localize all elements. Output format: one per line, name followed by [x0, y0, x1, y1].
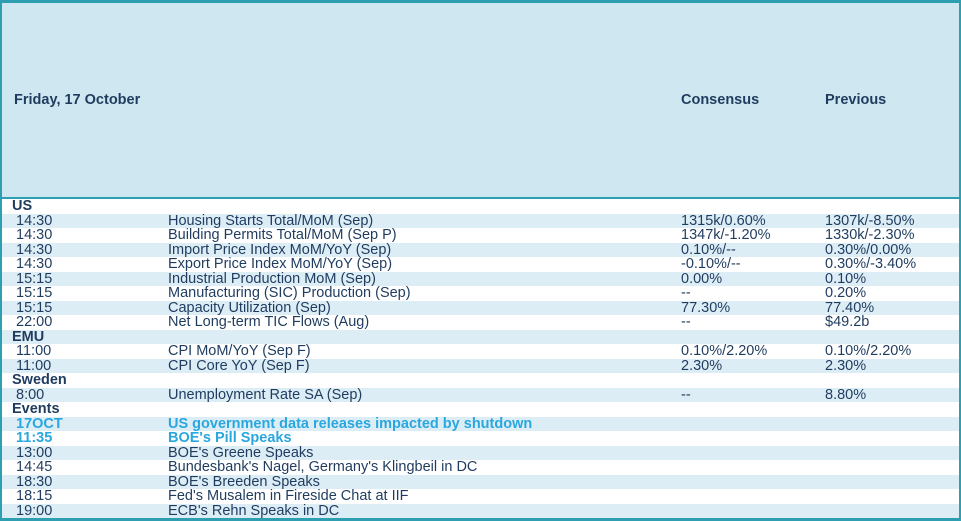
- time-cell: 18:30: [16, 473, 53, 490]
- time-cell: 11:35: [16, 430, 53, 446]
- calendar-date-heading: Friday, 17 October: [14, 91, 141, 108]
- previous-cell: 0.10%: [825, 270, 867, 287]
- event-cell: Building Permits Total/MoM (Sep P): [168, 228, 397, 243]
- event-cell: Import Price Index MoM/YoY (Sep): [168, 242, 392, 257]
- event-cell: Manufacturing (SIC) Production (Sep): [168, 286, 411, 301]
- event-cell: Unemployment Rate SA (Sep): [168, 387, 363, 402]
- section-row-emu: EMU: [2, 328, 959, 345]
- table-row: 11:35 BOE's Pill Speaks: [2, 431, 959, 446]
- table-row: 18:15 Fed's Musalem in Fireside Chat at …: [2, 489, 959, 504]
- consensus-cell: -0.10%/--: [681, 256, 741, 272]
- time-cell: 14:30: [16, 256, 53, 272]
- time-cell: 14:45: [16, 459, 53, 475]
- event-cell: Export Price Index MoM/YoY (Sep): [168, 257, 393, 272]
- event-cell: CPI Core YoY (Sep F): [168, 358, 310, 373]
- table-row: 14:30 Export Price Index MoM/YoY (Sep) -…: [2, 257, 959, 272]
- table-row: 14:30 Housing Starts Total/MoM (Sep) 131…: [2, 212, 959, 229]
- time-cell: 15:15: [16, 299, 53, 316]
- previous-cell: 2.30%: [825, 357, 867, 374]
- event-cell: Capacity Utilization (Sep): [168, 300, 331, 315]
- time-cell: 13:00: [16, 444, 53, 461]
- event-cell: Industrial Production MoM (Sep): [168, 271, 376, 286]
- time-cell: 11:00: [16, 343, 52, 359]
- time-cell: 8:00: [16, 386, 45, 403]
- consensus-cell: 2.30%: [681, 357, 723, 374]
- table-row: 18:30 BOE's Breeden Speaks: [2, 473, 959, 490]
- time-cell: 14:30: [16, 241, 53, 258]
- time-cell: 17OCT: [16, 415, 63, 432]
- table-row: 19:00 ECB's Rehn Speaks in DC: [2, 502, 959, 519]
- previous-cell: 0.30%/-3.40%: [825, 256, 917, 272]
- table-row: 14:45 Bundesbank's Nagel, Germany's Klin…: [2, 460, 959, 475]
- time-cell: 18:15: [16, 488, 53, 504]
- section-row-events: Events: [2, 402, 959, 417]
- previous-cell: 0.10%/2.20%: [825, 343, 912, 359]
- event-cell: Bundesbank's Nagel, Germany's Klingbeil …: [168, 460, 478, 475]
- consensus-cell: 1315k/0.60%: [681, 212, 766, 229]
- consensus-cell: 0.10%/2.20%: [681, 343, 768, 359]
- consensus-cell: 1347k/-1.20%: [681, 227, 771, 243]
- table-row: 17OCT US government data releases impact…: [2, 415, 959, 432]
- time-cell: 15:15: [16, 285, 53, 301]
- time-cell: Sweden: [12, 372, 67, 388]
- consensus-cell: --: [681, 314, 691, 330]
- event-cell: BOE's Breeden Speaks: [168, 474, 320, 489]
- time-cell: US: [12, 198, 33, 214]
- consensus-cell: 0.00%: [681, 270, 723, 287]
- previous-column-header: Previous: [825, 91, 887, 108]
- table-row: 15:15 Manufacturing (SIC) Production (Se…: [2, 286, 959, 301]
- table-row: 13:00 BOE's Greene Speaks: [2, 444, 959, 461]
- table-row: 15:15 Capacity Utilization (Sep) 77.30% …: [2, 299, 959, 316]
- event-cell: Housing Starts Total/MoM (Sep): [168, 213, 374, 228]
- previous-cell: 0.30%/0.00%: [825, 241, 912, 258]
- table-body: US 14:30 Housing Starts Total/MoM (Sep) …: [2, 199, 959, 518]
- table-header-row: Friday, 17 October Consensus Previous: [2, 3, 959, 199]
- event-cell: Fed's Musalem in Fireside Chat at IIF: [168, 489, 409, 504]
- consensus-cell: 0.10%/--: [681, 241, 736, 258]
- consensus-cell: --: [681, 285, 691, 301]
- event-cell: Net Long-term TIC Flows (Aug): [168, 315, 370, 330]
- time-cell: 22:00: [16, 314, 53, 330]
- consensus-column-header: Consensus: [681, 91, 760, 108]
- time-cell: 15:15: [16, 270, 53, 287]
- section-row-us: US: [2, 199, 959, 214]
- event-cell: BOE's Greene Speaks: [168, 445, 314, 460]
- table-row: 11:00 CPI Core YoY (Sep F) 2.30% 2.30%: [2, 357, 959, 374]
- previous-cell: 8.80%: [825, 386, 867, 403]
- previous-cell: 1330k/-2.30%: [825, 227, 915, 243]
- time-cell: 19:00: [16, 502, 53, 519]
- table-row: 8:00 Unemployment Rate SA (Sep) -- 8.80%: [2, 386, 959, 403]
- previous-cell: 0.20%: [825, 285, 867, 301]
- time-cell: 14:30: [16, 227, 53, 243]
- table-row: 22:00 Net Long-term TIC Flows (Aug) -- $…: [2, 315, 959, 330]
- consensus-cell: 77.30%: [681, 299, 731, 316]
- previous-cell: $49.2b: [825, 314, 870, 330]
- section-row-sweden: Sweden: [2, 373, 959, 388]
- event-cell: CPI MoM/YoY (Sep F): [168, 344, 311, 359]
- table-row: 11:00 CPI MoM/YoY (Sep F) 0.10%/2.20% 0.…: [2, 344, 959, 359]
- event-cell: US government data releases impacted by …: [168, 416, 533, 431]
- previous-cell: 77.40%: [825, 299, 875, 316]
- time-cell: EMU: [12, 328, 45, 345]
- table-row: 15:15 Industrial Production MoM (Sep) 0.…: [2, 270, 959, 287]
- time-cell: Events: [12, 401, 60, 417]
- time-cell: 11:00: [16, 357, 52, 374]
- table-row: 14:30 Import Price Index MoM/YoY (Sep) 0…: [2, 241, 959, 258]
- table-row: 14:30 Building Permits Total/MoM (Sep P)…: [2, 228, 959, 243]
- event-cell: ECB's Rehn Speaks in DC: [168, 503, 340, 518]
- event-cell: BOE's Pill Speaks: [168, 431, 292, 446]
- previous-cell: 1307k/-8.50%: [825, 212, 915, 229]
- time-cell: 14:30: [16, 212, 53, 229]
- consensus-cell: --: [681, 386, 691, 403]
